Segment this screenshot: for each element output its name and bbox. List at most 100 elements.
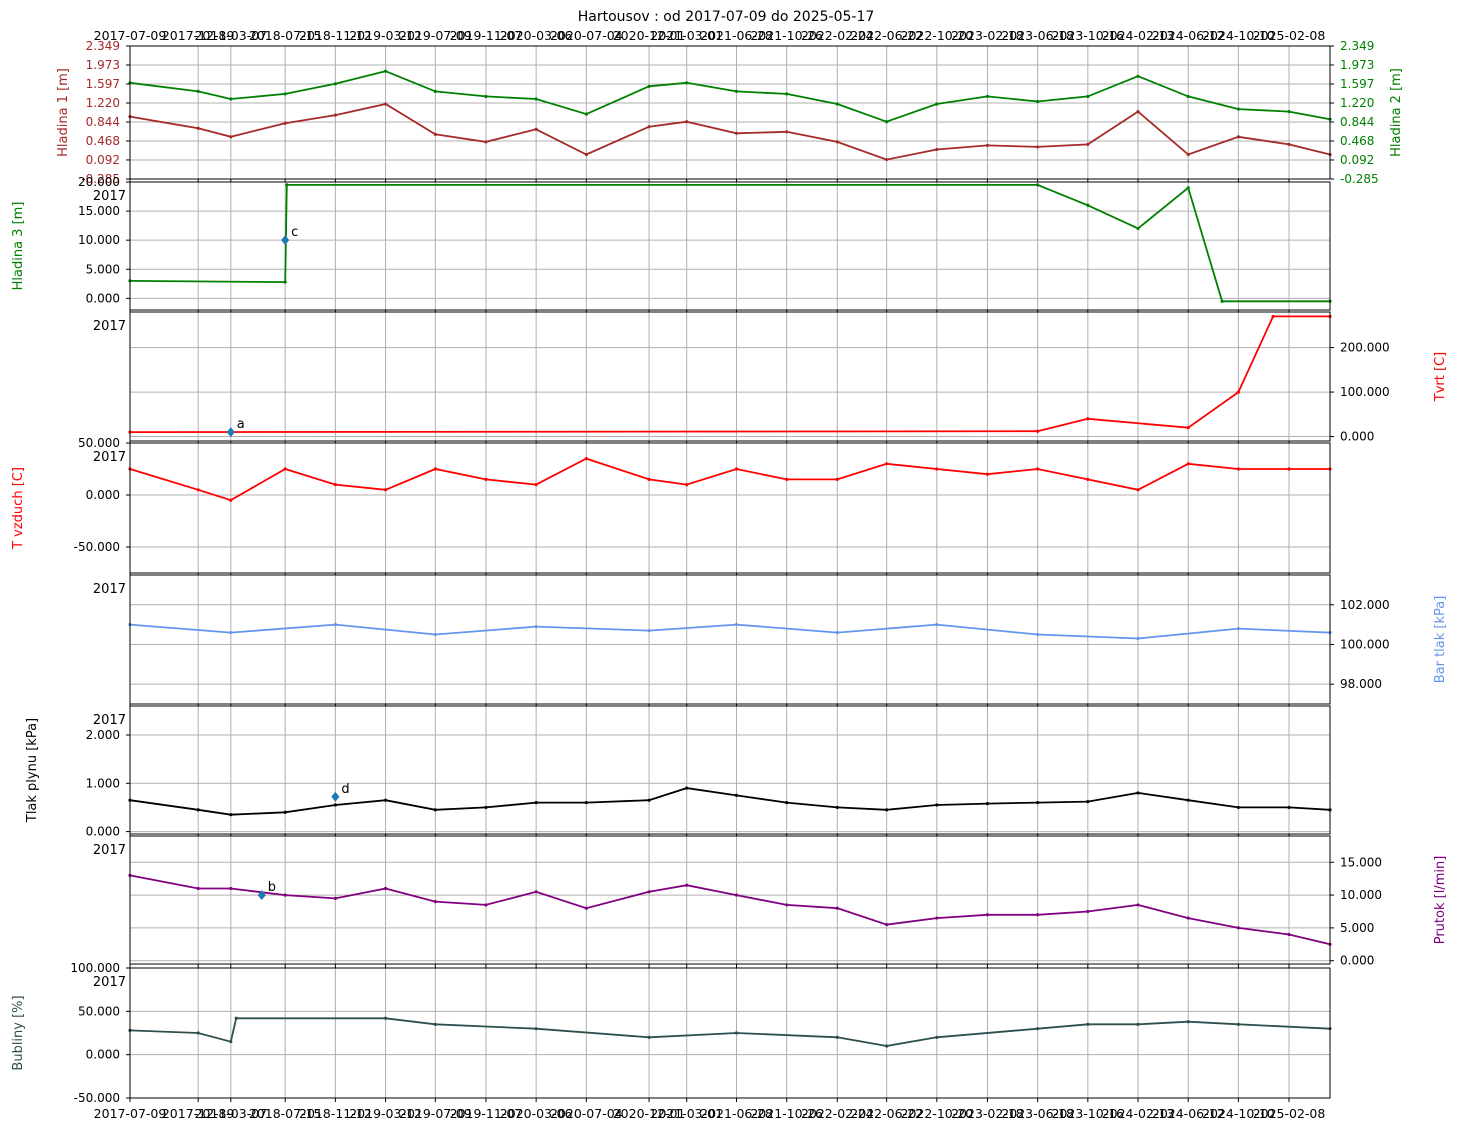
series-point — [1236, 135, 1241, 139]
plot-area — [130, 46, 1330, 179]
annotation-marker — [226, 427, 235, 438]
annotation-marker — [281, 235, 290, 246]
series-point — [885, 157, 889, 162]
series-point — [196, 488, 200, 492]
x-tick-label-top: 2020-03-06 — [500, 28, 573, 43]
x-tick-label-top: 2025-02-08 — [1253, 28, 1326, 43]
y-axis-label: T vzduch [C] — [11, 467, 26, 550]
series-point — [1186, 94, 1190, 99]
series-point — [734, 893, 739, 897]
series-point — [785, 477, 789, 481]
panel-bubliny: 100.000 50.000 0.000 -50.000 Bubliny [%] 2017 — [11, 961, 1332, 1105]
series-point — [734, 623, 739, 627]
series-point — [484, 94, 488, 99]
x-tick-label-top: 2024-02-13 — [1102, 28, 1175, 43]
x-tick-label-top: 2023-10-16 — [1051, 28, 1124, 43]
y-tick-label: 0.092 — [1340, 153, 1374, 167]
y-tick-label: -50.000 — [74, 540, 120, 554]
series-point — [647, 798, 651, 802]
y-tick-label: -50.000 — [74, 1091, 120, 1105]
series-point — [1236, 1022, 1241, 1026]
series-point — [1236, 467, 1241, 471]
series-point — [647, 84, 651, 88]
year-label: 2017 — [93, 582, 126, 597]
annotation-marker — [331, 791, 340, 802]
series-point — [885, 1044, 889, 1048]
series-point — [383, 488, 388, 492]
series-point — [1236, 926, 1241, 930]
series-point — [229, 1040, 233, 1044]
series-point — [283, 121, 287, 125]
x-tick-label-bottom: 2024-02-13 — [1102, 1106, 1175, 1121]
y-tick-label: 100.000 — [1340, 385, 1390, 399]
series-point — [835, 477, 839, 481]
y-tick-label: 0.844 — [1340, 115, 1374, 129]
y-tick-label: 1.220 — [1340, 96, 1374, 110]
series-point — [584, 457, 588, 461]
series-point — [285, 183, 289, 187]
x-tick-label-bottom: 2024-10-10 — [1202, 1106, 1275, 1121]
series-point — [534, 127, 538, 131]
x-tick-label-top: 2019-07-09 — [399, 28, 472, 43]
series-point — [283, 92, 287, 96]
series-point — [534, 890, 538, 894]
annotation-label: d — [341, 782, 349, 797]
series-point — [1086, 909, 1090, 914]
series-point — [383, 798, 388, 802]
series-point — [1287, 467, 1291, 471]
series-point — [534, 483, 538, 487]
series-point — [196, 886, 200, 891]
series-point — [584, 112, 588, 116]
x-tick-label-top: 2022-02-24 — [801, 28, 874, 43]
year-label: 2017 — [93, 713, 126, 728]
y-tick-label: 1.973 — [86, 58, 120, 72]
x-tick-label-bottom: 2020-12-01 — [613, 1106, 686, 1121]
x-tick-label-bottom: 2025-02-08 — [1253, 1106, 1326, 1121]
series-point — [1186, 1020, 1190, 1024]
y-axis-label: Tvrt [C] — [1433, 352, 1448, 402]
series-point — [229, 97, 233, 101]
plot-area — [130, 836, 1330, 964]
annotation-label: c — [291, 225, 298, 240]
series-point — [1086, 142, 1090, 147]
plot-frame — [129, 181, 1331, 311]
x-tick-label-bottom: 2017-07-09 — [94, 1106, 167, 1121]
series-point — [985, 143, 990, 148]
series-point — [985, 94, 990, 99]
series-point — [835, 102, 839, 106]
series-point — [433, 132, 437, 136]
series-point — [785, 801, 789, 805]
series-point — [647, 628, 651, 633]
y-tick-label: 5.000 — [86, 262, 120, 276]
x-tick-label-bottom: 2019-03-12 — [349, 1106, 422, 1121]
series-point — [647, 1035, 651, 1039]
plot-frame — [129, 574, 1331, 705]
series-point — [1236, 805, 1241, 810]
series-point — [1136, 791, 1140, 795]
x-tick-label-top: 2020-12-01 — [613, 28, 686, 43]
panel-hladina: 2.349 1.973 1.597 1.220 0.844 0.468 0.092 -0.28… — [56, 39, 1404, 186]
y-axis-label: Bubliny [%] — [11, 995, 26, 1070]
x-tick-label-bottom: 2019-07-09 — [399, 1106, 472, 1121]
panel-prutok: b 15.000 10.000 5.000 0.000 Prutok [l/min] 201… — [93, 835, 1448, 968]
series-point — [234, 1016, 238, 1020]
series-point — [333, 82, 337, 86]
series-point — [196, 808, 200, 812]
series-point — [734, 1031, 739, 1035]
year-label: 2017 — [93, 975, 126, 990]
x-tick-label-top: 2022-10-20 — [901, 28, 974, 43]
year-label: 2017 — [93, 189, 126, 204]
x-tick-label-top: 2021-10-26 — [750, 28, 823, 43]
y-tick-label: 0.000 — [86, 1048, 120, 1062]
series-point — [1036, 99, 1040, 104]
y-tick-label: 1.973 — [1340, 58, 1374, 72]
series-point — [196, 89, 200, 93]
series-point — [835, 1035, 839, 1039]
year-label: 2017 — [93, 450, 126, 465]
series-point — [734, 89, 739, 93]
x-tick-label-bottom: 2021-03-01 — [650, 1106, 723, 1121]
x-tick-label-top: 2019-03-12 — [349, 28, 422, 43]
plot-area — [130, 182, 1330, 310]
series-point — [196, 126, 200, 130]
series-point — [1086, 94, 1090, 99]
